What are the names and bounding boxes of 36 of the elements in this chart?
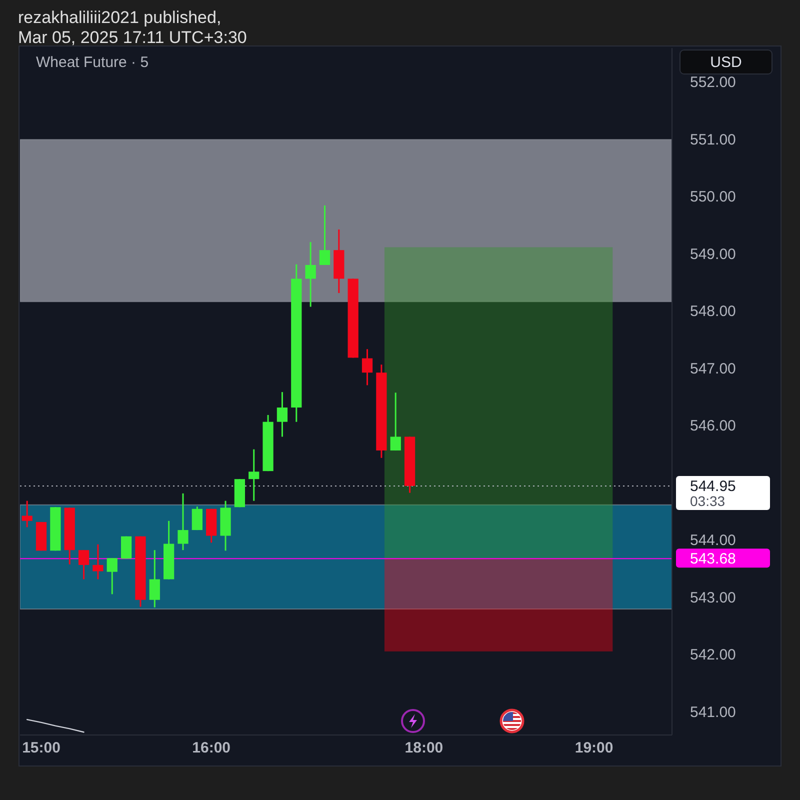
annotation: Wheat Future · 5: [36, 54, 149, 71]
candlestick: [276, 391, 288, 438]
ref-line-label: 544.95: [690, 477, 736, 494]
x-tick-label: 15:00: [22, 740, 60, 757]
candlestick: [78, 549, 90, 580]
candlestick: [22, 500, 32, 528]
y-tick-label: 547.00: [690, 360, 736, 378]
chart-title: rezakhaliliii2021 published,: [18, 8, 222, 27]
candlestick: [319, 204, 330, 266]
x-tick-label: 18:00: [404, 740, 444, 757]
chart-subtitle: Mar 05, 2025 17:11 UTC+3:30: [18, 28, 247, 47]
candlestick: [362, 348, 373, 386]
y-tick-label: 552.00: [690, 74, 736, 92]
candlestick: [390, 392, 401, 452]
text: 03:33: [690, 492, 726, 509]
y-tick-label: 541.00: [690, 704, 736, 721]
y-tick-label: 549.00: [690, 246, 736, 263]
x-tick-label: 16:00: [192, 740, 231, 757]
line-series: [26, 718, 84, 733]
candlestick: [106, 557, 118, 595]
candlestick: [149, 549, 160, 608]
x-tick-label: 19:00: [574, 740, 614, 757]
candlestick: [178, 492, 188, 551]
candlestick: [92, 544, 104, 580]
candlestick: [305, 241, 316, 308]
y-tick-label: 551.00: [690, 131, 736, 148]
y-tick-label: 542.00: [690, 646, 736, 664]
text: USD: [710, 54, 742, 70]
candlestick: [248, 448, 260, 502]
y-tick-label: 546.00: [690, 418, 736, 435]
y-tick-label: 543.00: [690, 589, 736, 606]
y-tick-label: 544.00: [690, 532, 736, 550]
y-tick-label: 550.00: [690, 188, 736, 206]
candlestick: [192, 506, 202, 531]
ref-line-label: 543.68: [690, 550, 736, 568]
y-tick-label: 548.00: [690, 303, 736, 320]
